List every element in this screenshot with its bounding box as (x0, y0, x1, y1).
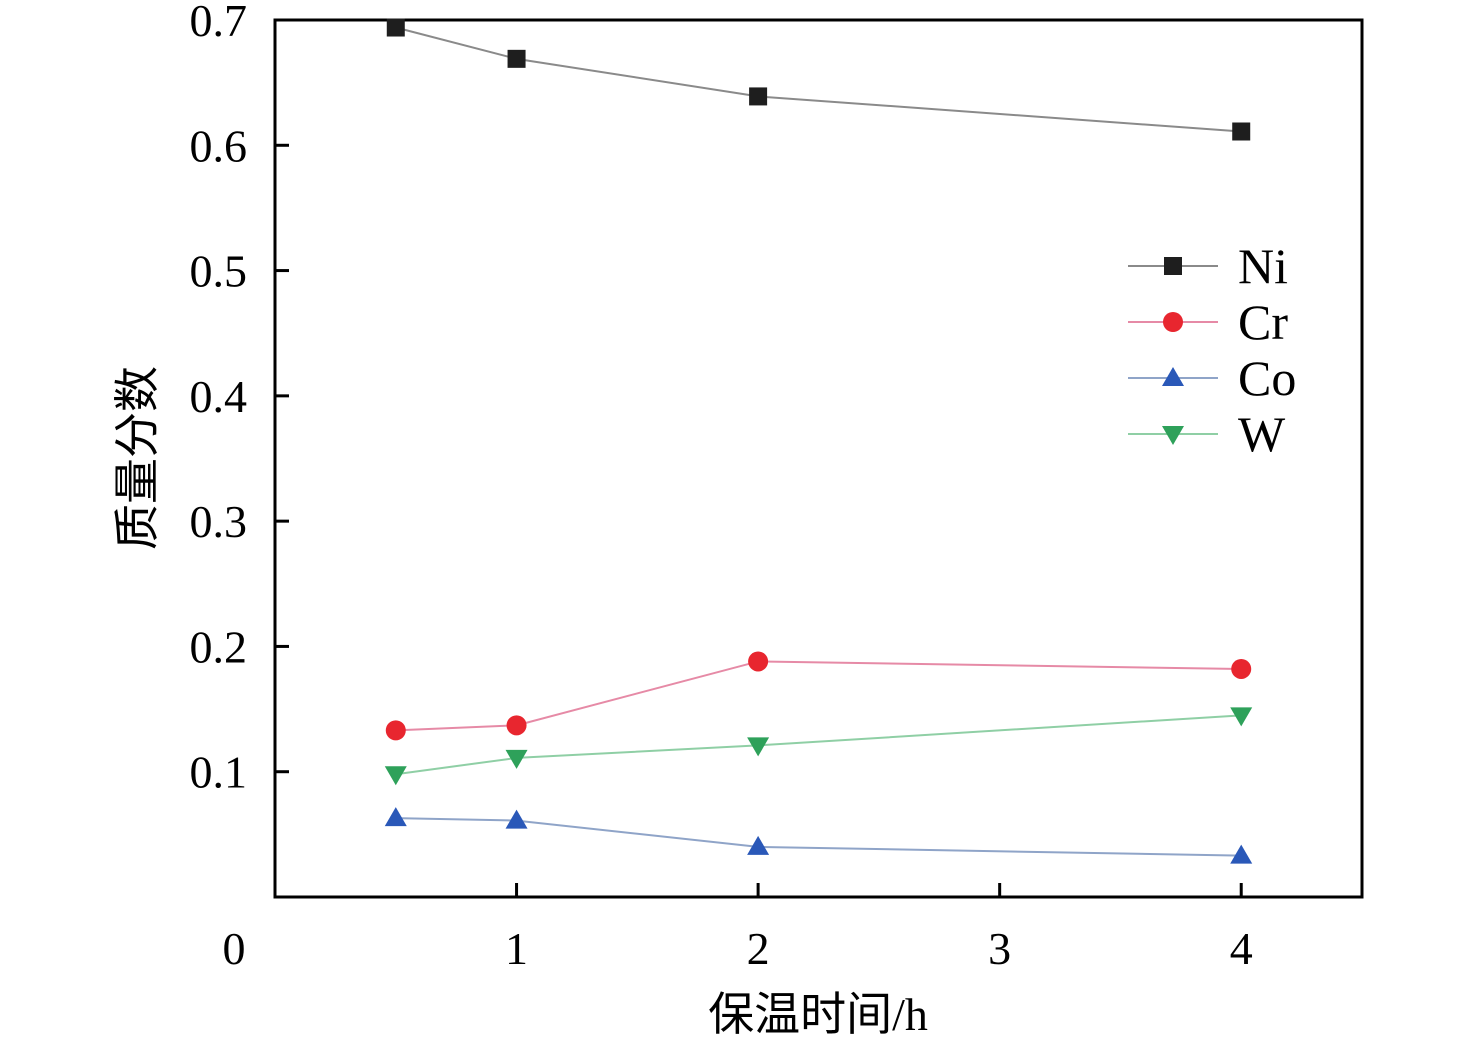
data-point-w (505, 749, 528, 769)
plot-frame (273, 18, 1364, 899)
x-tick-label: 2 (747, 923, 770, 974)
legend-marker-cr (1163, 312, 1183, 332)
data-point-cr (506, 715, 527, 736)
data-point-co (747, 835, 770, 855)
data-point-co (1230, 844, 1253, 864)
series-line-w (395, 714, 1242, 776)
legend-label-w: W (1238, 406, 1286, 462)
y-axis-ticks: 0.1 0.2 0.3 0.4 0.5 0.6 0.7 (190, 0, 289, 798)
legend-marker-ni (1164, 257, 1182, 275)
series-line-ni (395, 26, 1242, 133)
data-point-co (505, 809, 528, 829)
x-axis-ticks: 0 1 2 3 4 (223, 883, 1253, 974)
data-point-cr (385, 720, 406, 741)
x-tick-label: 1 (505, 923, 528, 974)
data-point-ni (749, 87, 768, 106)
data-point-w (747, 737, 770, 757)
x-tick-label: 0 (223, 923, 246, 974)
legend-marker-co (1162, 367, 1184, 386)
data-point-w (1230, 707, 1253, 727)
y-tick-label: 0.6 (190, 120, 248, 171)
x-axis-title: 保温时间/h (708, 989, 928, 1040)
data-point-co (384, 807, 407, 827)
data-point-ni (1232, 122, 1251, 141)
legend-label-cr: Cr (1238, 294, 1288, 350)
series-markers-group (384, 18, 1253, 864)
y-tick-label: 0.3 (190, 496, 248, 547)
series-line-co (395, 817, 1242, 857)
y-tick-label: 0.1 (190, 747, 248, 798)
series-lines-group (395, 26, 1242, 857)
series-line-cr (395, 660, 1242, 732)
plot-frame-group (273, 18, 1364, 899)
y-tick-label: 0.2 (190, 621, 248, 672)
x-tick-label: 3 (988, 923, 1011, 974)
data-point-ni (386, 18, 405, 37)
data-point-cr (748, 651, 769, 672)
y-tick-label: 0.5 (190, 246, 248, 297)
legend-marker-w (1162, 426, 1184, 445)
legend-label-co: Co (1238, 350, 1296, 406)
data-point-w (384, 766, 407, 786)
y-tick-label: 0.4 (190, 371, 248, 422)
y-tick-label: 0.7 (190, 0, 248, 46)
legend-label-ni: Ni (1238, 238, 1288, 294)
y-axis-title: 质量分数 (112, 366, 163, 550)
data-point-ni (507, 49, 526, 68)
x-tick-label: 4 (1230, 923, 1253, 974)
data-point-cr (1231, 658, 1252, 679)
